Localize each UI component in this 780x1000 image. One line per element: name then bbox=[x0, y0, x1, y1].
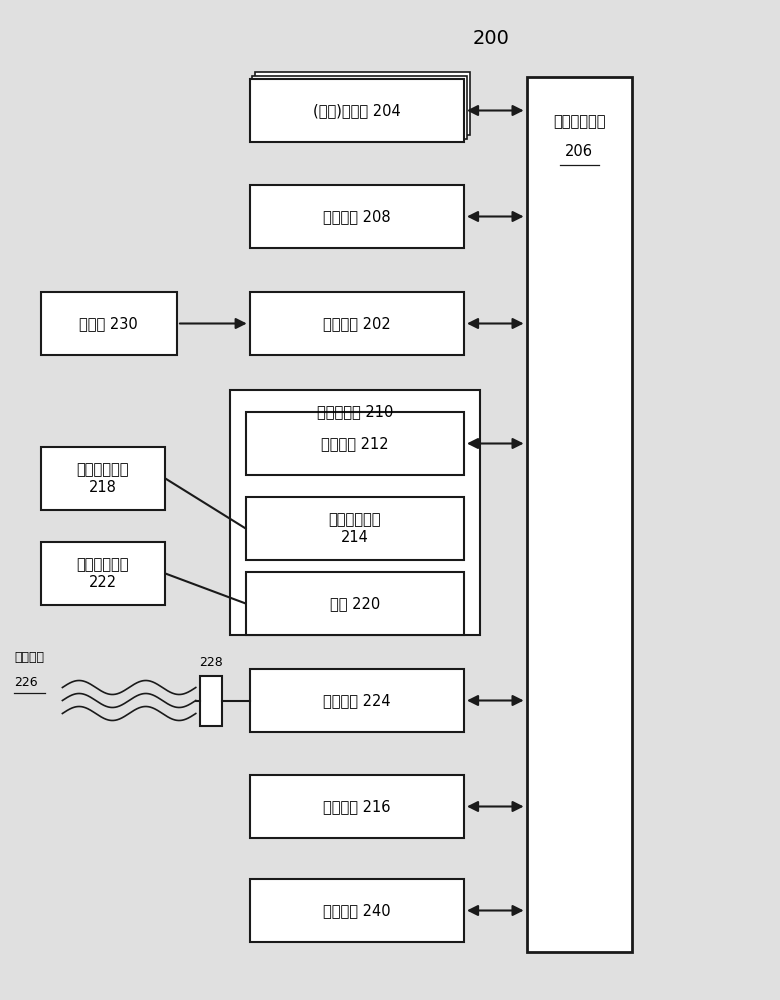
Text: 200: 200 bbox=[473, 28, 510, 47]
Text: 通信接口 224: 通信接口 224 bbox=[323, 693, 391, 708]
Text: 228: 228 bbox=[199, 656, 222, 670]
Bar bbox=[250, 669, 464, 732]
Text: 206: 206 bbox=[566, 144, 593, 159]
Bar bbox=[250, 292, 464, 355]
Bar bbox=[250, 185, 464, 248]
Bar bbox=[41, 447, 165, 510]
Bar bbox=[253, 76, 466, 139]
Text: (多个)处理器 204: (多个)处理器 204 bbox=[313, 103, 401, 118]
Bar bbox=[250, 79, 464, 142]
Text: 显示器 230: 显示器 230 bbox=[80, 316, 138, 331]
Text: 主存储器 208: 主存储器 208 bbox=[323, 209, 391, 224]
Bar bbox=[200, 676, 222, 726]
Text: 移动存储设备
214: 移动存储设备 214 bbox=[328, 512, 381, 545]
Text: 接口 220: 接口 220 bbox=[330, 596, 380, 611]
Text: 显示接口 202: 显示接口 202 bbox=[323, 316, 391, 331]
Bar bbox=[246, 572, 464, 635]
Bar bbox=[230, 390, 480, 635]
Text: 通信基础结构: 通信基础结构 bbox=[553, 114, 605, 129]
Bar bbox=[41, 292, 177, 355]
Bar bbox=[41, 542, 165, 605]
Bar bbox=[526, 77, 632, 952]
Bar bbox=[246, 497, 464, 560]
Bar bbox=[255, 72, 470, 135]
Bar bbox=[250, 775, 464, 838]
Text: 存储设备 212: 存储设备 212 bbox=[321, 436, 388, 451]
Text: 第二存储器 210: 第二存储器 210 bbox=[317, 404, 393, 420]
Text: 通信路径: 通信路径 bbox=[14, 651, 44, 664]
Bar bbox=[250, 879, 464, 942]
Text: 移动存储单元
222: 移动存储单元 222 bbox=[76, 557, 129, 590]
Text: 移动存储单元
218: 移动存储单元 218 bbox=[76, 462, 129, 495]
Text: 输入设备 216: 输入设备 216 bbox=[323, 799, 391, 814]
Text: 226: 226 bbox=[14, 676, 37, 689]
Bar bbox=[246, 412, 464, 475]
Text: 输出设备 240: 输出设备 240 bbox=[323, 903, 391, 918]
